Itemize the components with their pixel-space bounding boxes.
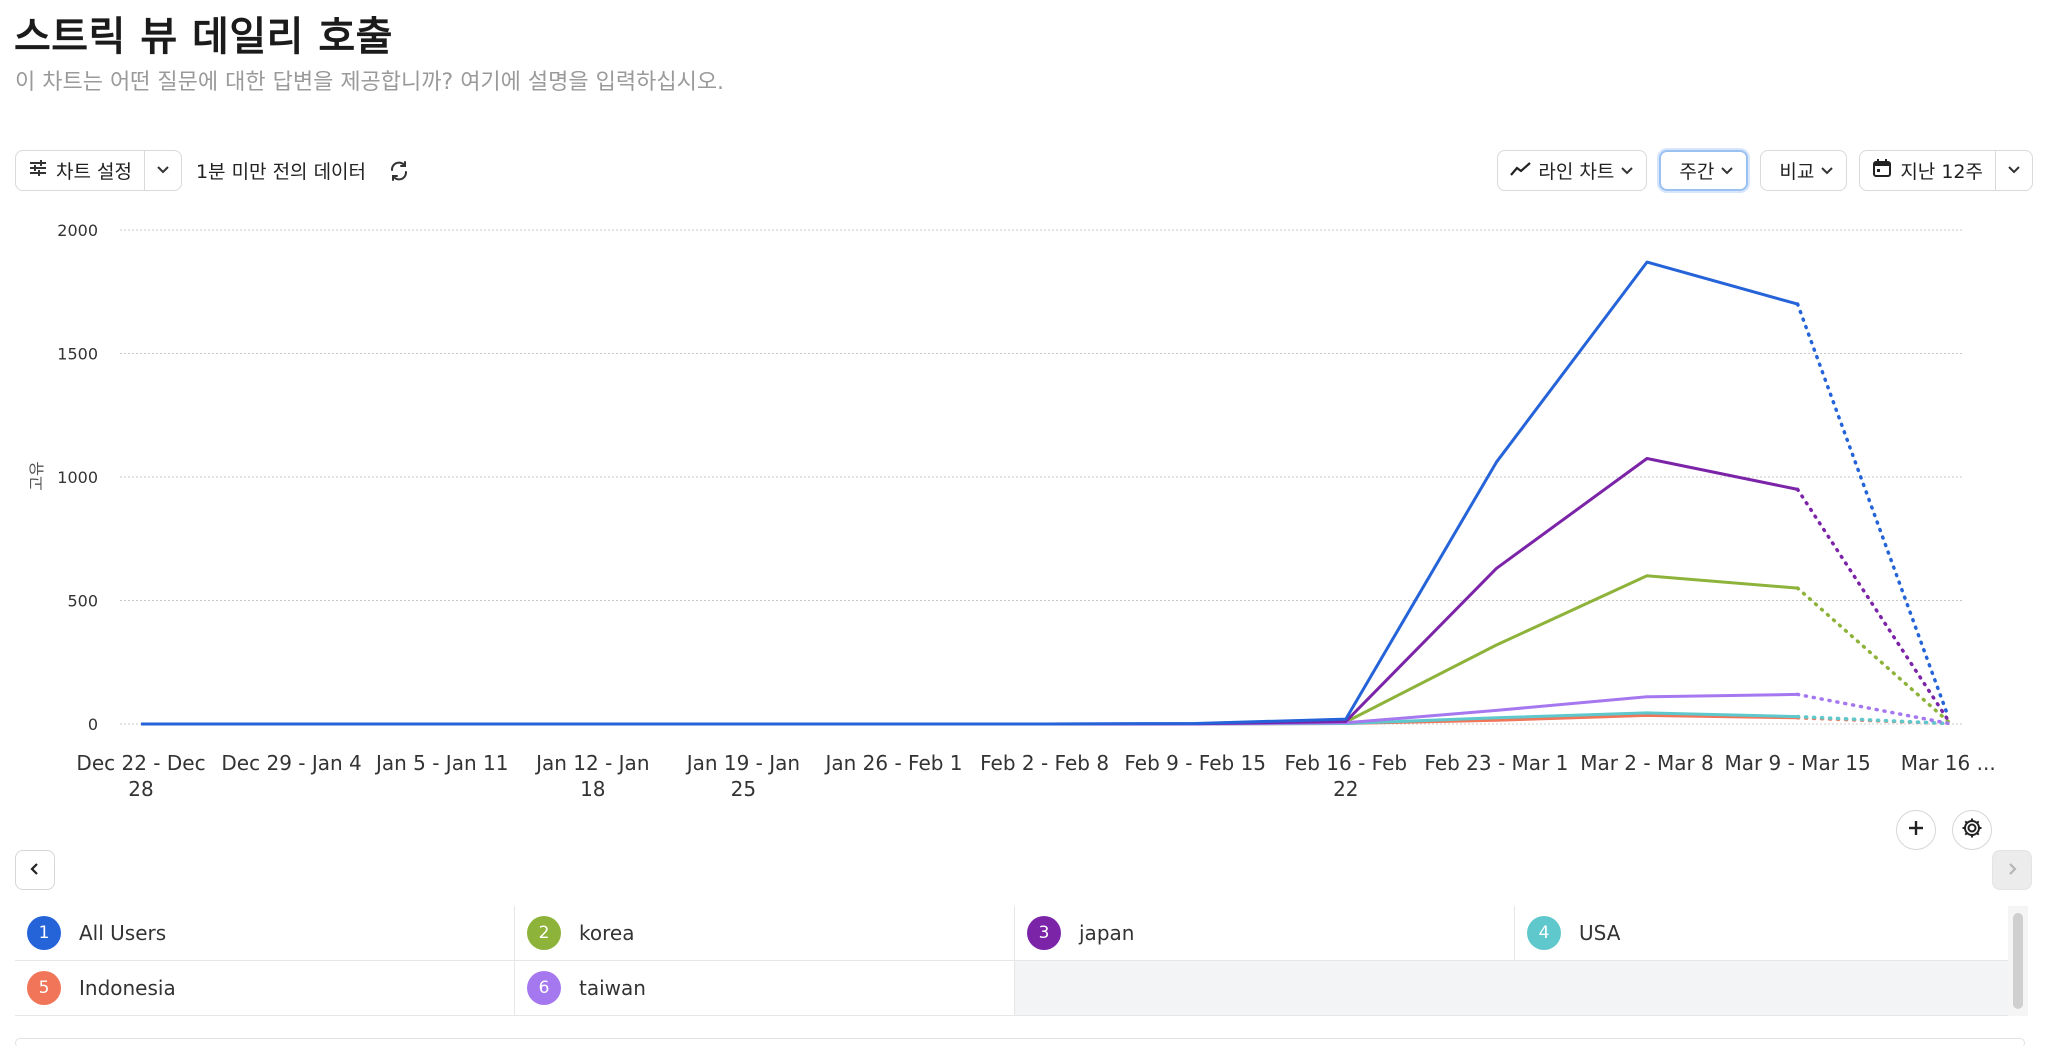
series-number-badge: 1 xyxy=(27,916,61,950)
refresh-icon[interactable] xyxy=(386,158,412,184)
line-chart[interactable]: 0 500 1000 1500 2000 고유 Dec 22 - Dec 28 Dec 29 -… xyxy=(0,210,2048,810)
compare-select[interactable]: 비교 xyxy=(1760,150,1848,191)
series-number-badge: 6 xyxy=(527,971,561,1005)
series-number-badge: 5 xyxy=(27,971,61,1005)
chevron-down-icon xyxy=(1720,160,1734,182)
x-tick-label: Feb 23 - Mar 1 xyxy=(1424,751,1568,775)
scrollbar-thumb[interactable] xyxy=(2013,913,2023,1009)
date-range-label: 지난 12주 xyxy=(1900,161,1983,183)
series-line-korea xyxy=(141,574,1798,726)
series-incomplete-line-korea xyxy=(1795,586,1950,724)
chevron-right-icon xyxy=(2005,861,2019,880)
y-tick-label: 1000 xyxy=(57,468,98,487)
date-range-button[interactable]: 지난 12주 xyxy=(1860,151,1996,190)
legend-item[interactable]: 5 Indonesia xyxy=(15,961,515,1016)
series-line-japan xyxy=(141,457,1798,726)
legend-item[interactable]: 2 korea xyxy=(515,906,1015,961)
y-axis-label: 고유 xyxy=(27,461,46,490)
legend-next-button[interactable] xyxy=(1992,850,2032,890)
y-tick-label: 0 xyxy=(88,715,98,734)
series-name: USA xyxy=(1579,921,1621,945)
series-line-all-users xyxy=(141,260,1799,726)
series-incomplete-line-all-users xyxy=(1795,302,1950,719)
y-tick-label: 500 xyxy=(67,592,98,611)
chart-type-label: 라인 차트 xyxy=(1538,161,1615,183)
gear-icon xyxy=(1961,817,1983,843)
chart-description[interactable]: 이 차트는 어떤 질문에 대한 답변을 제공합니까? 여기에 설명을 입력하십시… xyxy=(15,70,725,95)
chart-settings-control: 차트 설정 xyxy=(15,150,182,191)
x-tick-label: Feb 16 - Feb 22 xyxy=(1285,751,1408,801)
calendar-icon xyxy=(1872,158,1892,183)
plus-icon xyxy=(1907,819,1925,841)
interval-select[interactable]: 주간 xyxy=(1659,150,1749,191)
legend-scrollbar[interactable] xyxy=(2008,906,2028,1016)
page-title: 스트릭 뷰 데일리 호출 xyxy=(14,14,393,60)
x-tick-label: Jan 5 - Jan 11 xyxy=(374,751,508,775)
series-name: japan xyxy=(1079,921,1135,945)
series-incomplete-line-taiwan xyxy=(1795,692,1950,726)
series-number-badge: 4 xyxy=(1527,916,1561,950)
series-name: taiwan xyxy=(579,976,646,1000)
series-number-badge: 2 xyxy=(527,916,561,950)
series-number-badge: 3 xyxy=(1027,916,1061,950)
chart-settings-label: 차트 설정 xyxy=(56,161,132,183)
add-annotation-button[interactable] xyxy=(1896,810,1936,850)
date-range-dropdown[interactable] xyxy=(1996,151,2032,190)
y-tick-label: 1500 xyxy=(57,345,98,364)
series-name: korea xyxy=(579,921,635,945)
date-range-control: 지난 12주 xyxy=(1859,150,2033,191)
chevron-left-icon xyxy=(28,861,42,880)
legend-item[interactable]: 3 japan xyxy=(1015,906,1515,961)
x-tick-label: Jan 26 - Feb 1 xyxy=(823,751,962,775)
legend-prev-button[interactable] xyxy=(15,850,55,890)
toolbar-left: 차트 설정 1분 미만 전의 데이터 xyxy=(15,150,412,191)
series-name: Indonesia xyxy=(79,976,176,1000)
x-tick-label: Mar 16 ... xyxy=(1901,751,1996,775)
x-tick-label: Dec 22 - Dec 28 xyxy=(76,751,205,801)
series-name: All Users xyxy=(79,921,167,945)
legend-item[interactable]: 1 All Users xyxy=(15,906,515,961)
x-tick-label: Mar 9 - Mar 15 xyxy=(1724,751,1870,775)
x-tick-label: Feb 2 - Feb 8 xyxy=(980,751,1109,775)
series-incomplete-line-japan xyxy=(1795,487,1950,723)
chevron-down-icon xyxy=(2007,161,2021,180)
compare-label: 비교 xyxy=(1779,161,1815,183)
series-legend: 1 All Users 2 korea 3 japan 4 USA 5 Indo… xyxy=(15,906,2015,1016)
line-chart-icon xyxy=(1510,160,1532,182)
chevron-down-icon xyxy=(1820,160,1834,182)
legend-empty-area xyxy=(1015,961,2015,1016)
chart-options-button[interactable] xyxy=(1952,810,1992,850)
x-tick-label: Jan 19 - Jan 25 xyxy=(685,751,800,801)
data-updated-text: 1분 미만 전의 데이터 xyxy=(195,161,367,183)
interval-label: 주간 xyxy=(1679,161,1715,183)
x-tick-label: Jan 12 - Jan 18 xyxy=(534,751,649,801)
chart-settings-button[interactable]: 차트 설정 xyxy=(16,151,145,190)
legend-item[interactable]: 6 taiwan xyxy=(515,961,1015,1016)
legend-item[interactable]: 4 USA xyxy=(1515,906,2015,961)
chart-type-select[interactable]: 라인 차트 xyxy=(1497,150,1648,191)
chevron-down-icon xyxy=(156,161,170,180)
next-panel-edge xyxy=(15,1038,2025,1046)
sliders-icon xyxy=(28,158,48,183)
x-tick-label: Feb 9 - Feb 15 xyxy=(1124,751,1266,775)
chart-settings-dropdown[interactable] xyxy=(145,151,181,190)
series-incomplete-line-usa xyxy=(1795,714,1950,726)
x-tick-label: Dec 29 - Jan 4 xyxy=(221,751,361,775)
toolbar-right: 라인 차트 주간 비교 지난 12주 xyxy=(1497,150,2033,191)
chevron-down-icon xyxy=(1620,160,1634,182)
x-tick-label: Mar 2 - Mar 8 xyxy=(1580,751,1714,775)
y-tick-label: 2000 xyxy=(57,221,98,240)
